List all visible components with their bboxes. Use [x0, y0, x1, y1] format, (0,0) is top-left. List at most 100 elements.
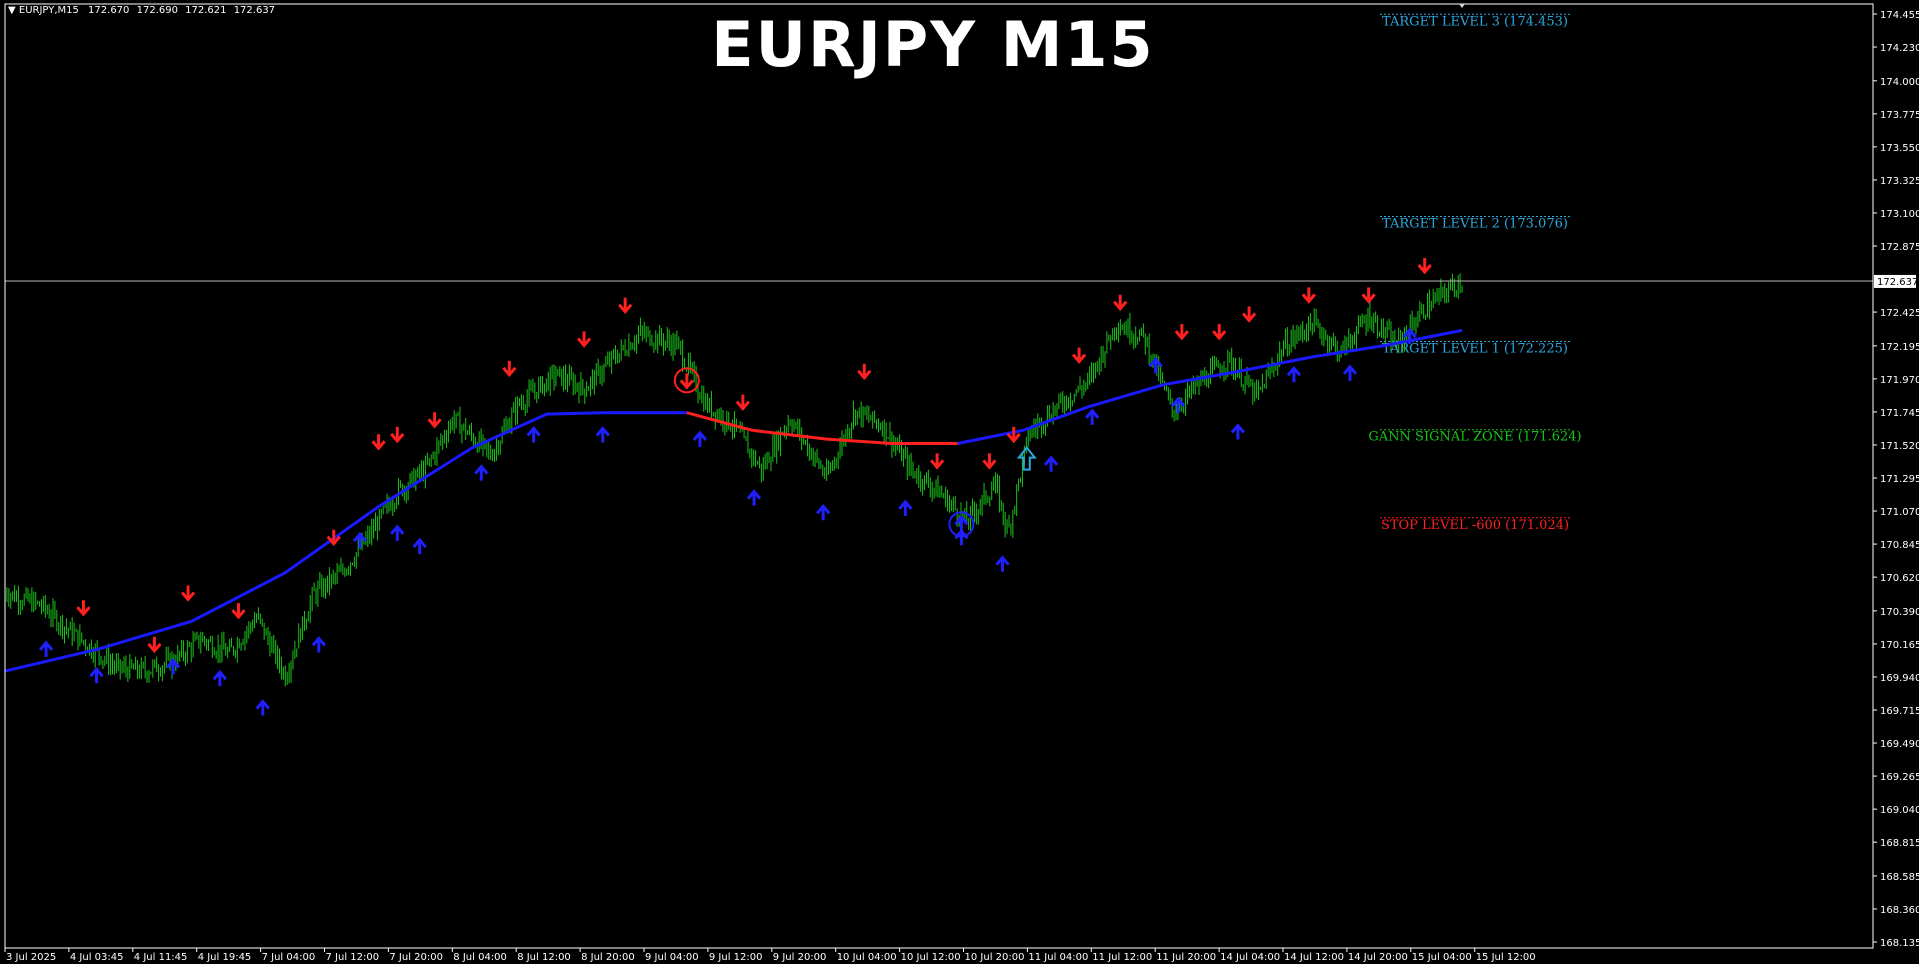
y-tick-label: 168.360 — [1880, 905, 1919, 916]
symbol-label[interactable]: ▼ EURJPY,M15 — [8, 5, 79, 16]
buy-arrow-icon — [1043, 455, 1059, 472]
y-tick-label: 169.040 — [1880, 805, 1919, 816]
sell-arrow-icon — [76, 600, 91, 617]
sell-arrow-icon — [390, 426, 405, 444]
y-tick-label: 171.070 — [1880, 507, 1919, 518]
x-tick-label: 4 Jul 19:45 — [198, 952, 252, 963]
y-tick-label: 173.100 — [1880, 209, 1919, 220]
close-value: 172.637 — [233, 5, 276, 16]
buy-arrow-icon — [89, 666, 104, 684]
x-tick-label: 14 Jul 12:00 — [1284, 952, 1344, 963]
y-tick-label: 170.165 — [1880, 640, 1919, 651]
x-tick-label: 10 Jul 04:00 — [837, 952, 897, 963]
y-tick-label: 173.775 — [1880, 110, 1919, 121]
sell-arrow-icon — [231, 603, 246, 620]
ma-line-up — [957, 328, 1463, 445]
x-tick-label: 11 Jul 20:00 — [1156, 952, 1216, 963]
x-tick-label: 8 Jul 12:00 — [517, 952, 571, 963]
high-value: 172.690 — [136, 5, 178, 16]
x-tick-label: 4 Jul 11:45 — [134, 952, 188, 963]
signal-arrows — [38, 258, 1432, 716]
buy-arrow-icon — [954, 528, 969, 546]
x-tick-label: 9 Jul 04:00 — [645, 952, 699, 963]
buy-arrow-icon — [212, 669, 227, 687]
sell-arrow-icon — [180, 585, 196, 602]
y-tick-label: 174.230 — [1880, 43, 1919, 54]
x-tick-label: 7 Jul 20:00 — [389, 952, 443, 963]
y-tick-label: 172.425 — [1880, 308, 1919, 319]
sell-arrow-icon — [1212, 324, 1227, 341]
plot-frame — [4, 3, 1874, 949]
x-tick-label: 4 Jul 03:45 — [70, 952, 124, 963]
buy-arrow-icon — [746, 489, 762, 506]
x-tick-label: 8 Jul 04:00 — [453, 952, 507, 963]
x-tick-label: 3 Jul 2025 — [6, 952, 56, 963]
sell-arrow-icon — [857, 363, 872, 381]
x-tick-label: 9 Jul 20:00 — [773, 952, 827, 963]
x-tick-label: 14 Jul 20:00 — [1348, 952, 1408, 963]
x-tick-label: 10 Jul 12:00 — [901, 952, 961, 963]
buy-arrow-icon — [526, 426, 541, 443]
sell-arrow-icon — [371, 434, 386, 451]
buy-arrow-icon — [692, 430, 708, 447]
current-price-label: 172.637 — [1877, 277, 1918, 288]
y-tick-label: 173.550 — [1880, 143, 1919, 154]
buy-arrow-icon — [898, 499, 913, 516]
buy-arrow-icon — [1342, 364, 1358, 381]
sell-circle-marker — [673, 367, 700, 394]
buy-arrow-icon — [1230, 423, 1246, 440]
y-tick-label: 171.520 — [1880, 441, 1919, 452]
y-tick-label: 169.265 — [1880, 772, 1919, 783]
y-tick-label: 171.745 — [1880, 408, 1919, 419]
y-tick-label: 171.295 — [1880, 474, 1919, 485]
ma-line-down — [686, 411, 958, 445]
y-tick-label: 172.875 — [1880, 242, 1919, 253]
sell-arrow-icon — [502, 360, 517, 378]
y-tick-label: 169.940 — [1880, 673, 1919, 684]
sell-arrow-icon — [929, 453, 945, 470]
buy-arrow-icon — [1085, 408, 1100, 425]
sell-arrow-icon — [1361, 287, 1376, 304]
buy-arrow-icon — [995, 555, 1010, 572]
x-tick-label: 9 Jul 12:00 — [709, 952, 763, 963]
sell-arrow-icon — [735, 394, 750, 411]
buy-arrow-icon — [816, 503, 831, 521]
y-tick-label: 168.585 — [1880, 872, 1919, 883]
signal-levels: TARGET LEVEL 3 (174.453) TARGET LEVEL 2 (… — [1368, 13, 1582, 533]
sell-arrow-icon — [1301, 287, 1317, 304]
level-label: TARGET LEVEL 2 (173.076) — [1382, 216, 1568, 231]
sell-arrow-icon — [147, 636, 162, 654]
chart-title: EURJPY M15 — [711, 8, 1155, 81]
sell-arrow-icon — [618, 297, 633, 314]
buy-arrow-icon — [1402, 327, 1417, 345]
y-tick-label: 169.490 — [1880, 739, 1919, 750]
buy-arrow-icon — [1170, 396, 1186, 414]
x-tick-label: 11 Jul 12:00 — [1092, 952, 1152, 963]
sell-arrow-icon — [1241, 306, 1257, 323]
sell-arrow-icon — [326, 529, 341, 546]
current-price-tag — [1874, 274, 1916, 288]
open-value: 172.670 — [88, 5, 130, 16]
level-label: TARGET LEVEL 3 (174.453) — [1382, 14, 1568, 29]
buy-arrow-icon — [1286, 365, 1302, 383]
y-tick-label: 174.000 — [1880, 77, 1919, 88]
hollow-up-arrow-icon — [1016, 446, 1037, 471]
shift-marker-icon[interactable] — [1459, 4, 1465, 8]
y-tick-label: 168.815 — [1880, 838, 1919, 849]
buy-arrow-icon — [595, 426, 610, 443]
level-label: GANN SIGNAL ZONE (171.624) — [1368, 430, 1581, 445]
y-tick-label: 170.390 — [1880, 607, 1919, 618]
level-label: TARGET LEVEL 1 (172.225) — [1382, 341, 1568, 356]
level-label: STOP LEVEL -600 (171.024) — [1381, 518, 1569, 533]
low-value: 172.621 — [185, 5, 227, 16]
x-tick-label: 14 Jul 04:00 — [1220, 952, 1280, 963]
sell-arrow-icon — [1174, 324, 1189, 341]
candles — [4, 273, 1463, 687]
buy-arrow-icon — [390, 524, 405, 541]
x-tick-label: 15 Jul 04:00 — [1412, 952, 1472, 963]
y-tick-label: 172.195 — [1880, 342, 1919, 353]
x-tick-label: 7 Jul 04:00 — [262, 952, 316, 963]
x-tick-label: 15 Jul 12:00 — [1476, 952, 1536, 963]
y-tick-label: 169.715 — [1880, 706, 1919, 717]
